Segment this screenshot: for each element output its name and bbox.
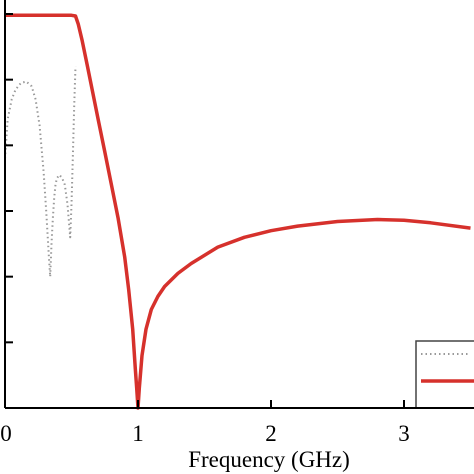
- axes-layer: [4, 0, 474, 409]
- x-axis-title: Frequency (GHz): [188, 447, 350, 472]
- x-tick-label-2: 2: [265, 421, 277, 446]
- ticks-layer: 0 1 2 3: [0, 13, 410, 446]
- legend: [415, 340, 474, 409]
- series-line-1: [4, 66, 77, 278]
- x-tick-label-0: 0: [0, 421, 12, 446]
- legend-box: [415, 340, 474, 409]
- x-tick-label-1: 1: [132, 421, 144, 446]
- x-tick-label-3: 3: [398, 421, 410, 446]
